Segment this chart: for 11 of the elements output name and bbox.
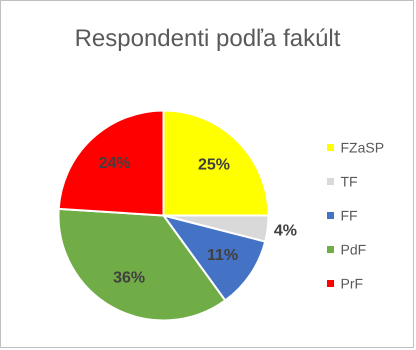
legend-label: FZaSP [340,140,384,156]
legend-label: PrF [340,276,364,292]
data-label: 24% [98,154,131,172]
legend-label: PdF [340,242,366,258]
data-label: 36% [113,270,146,287]
data-label: 25% [198,156,230,174]
legend-label: FF [340,208,358,224]
data-label: 11% [206,247,238,264]
data-label: 4% [274,222,297,240]
chart-title: Respondenti podľa fakúlt [74,25,341,52]
legend-label: TF [340,174,358,190]
